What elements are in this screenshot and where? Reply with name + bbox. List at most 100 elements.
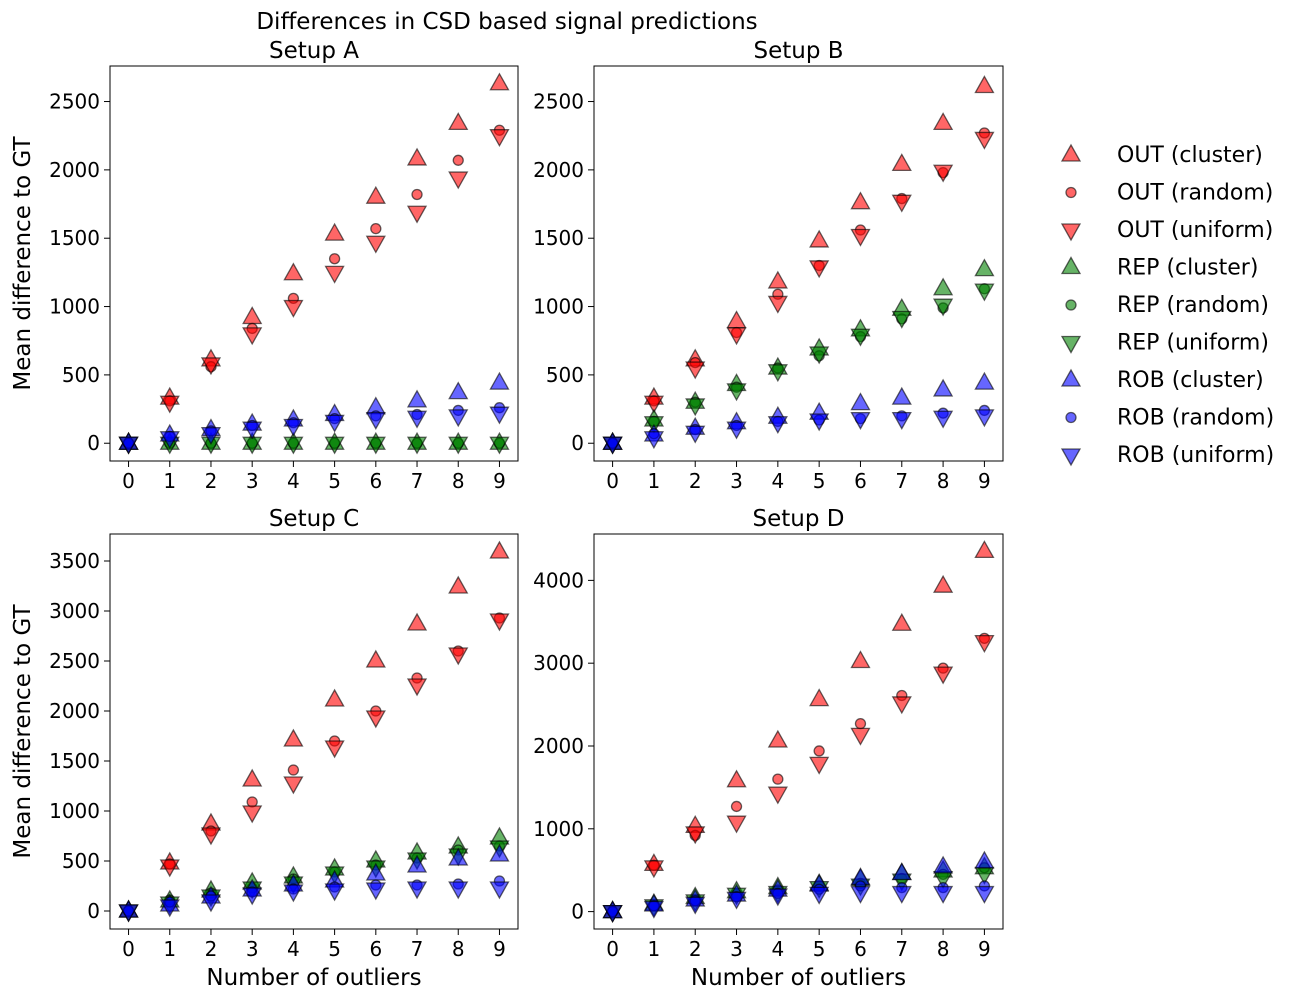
- data-point-rob-cluster: [891, 862, 912, 881]
- data-point-rob-cluster: [448, 381, 469, 400]
- data-point-rob-uniform: [406, 881, 428, 900]
- data-point-out-uniform: [283, 776, 304, 795]
- x-tick-label: 6: [369, 469, 382, 493]
- data-point-rob-uniform: [685, 425, 706, 444]
- data-point-out-cluster: [809, 229, 830, 248]
- x-tick-label: 5: [328, 469, 341, 493]
- data-point-rep-uniform: [489, 436, 510, 455]
- data-point-rob-uniform: [932, 885, 954, 904]
- data-point-rob-cluster: [974, 850, 995, 869]
- x-tick-label: 8: [937, 937, 950, 961]
- legend-marker: [1065, 299, 1077, 311]
- y-tick-label: 3000: [49, 599, 100, 623]
- data-point-out-random: [813, 745, 825, 757]
- data-point-rep-uniform: [767, 364, 788, 383]
- y-tick-label: 1500: [49, 749, 100, 773]
- x-tick-label: 2: [205, 469, 218, 493]
- data-point-rob-uniform: [365, 411, 386, 430]
- data-point-out-uniform: [891, 696, 912, 715]
- data-point-rob-uniform: [489, 406, 510, 425]
- x-tick-label: 2: [689, 469, 702, 493]
- data-point-out-uniform: [891, 194, 912, 213]
- legend-marker: [1060, 256, 1082, 275]
- legend-marker: [1065, 411, 1077, 424]
- data-point-rob-uniform: [891, 411, 912, 430]
- data-point-rob-uniform: [767, 416, 788, 435]
- data-point-out-cluster: [767, 729, 788, 748]
- x-tick-label: 2: [205, 937, 218, 961]
- data-point-rob-uniform: [324, 883, 345, 902]
- data-point-rob-uniform: [932, 410, 954, 429]
- data-point-rob-cluster: [489, 371, 510, 390]
- data-point-out-random: [411, 188, 423, 201]
- legend-item-rep-uniform: REP (uniform): [1060, 331, 1269, 356]
- data-point-out-cluster: [448, 112, 469, 131]
- data-point-rep-uniform: [324, 436, 345, 455]
- y-tick-label: 0: [571, 431, 584, 455]
- x-tick-label: 0: [606, 937, 619, 961]
- x-tick-label: 5: [813, 937, 826, 961]
- data-point-out-uniform: [324, 265, 345, 284]
- plot-area-frame: [593, 65, 1004, 462]
- data-point-rep-uniform: [809, 346, 830, 365]
- x-tick-label: 1: [163, 469, 176, 493]
- x-tick-label: 1: [648, 937, 661, 961]
- legend-marker: [1060, 143, 1082, 162]
- legend-item-rep-cluster: REP (cluster): [1060, 256, 1258, 281]
- data-point-rob-uniform: [850, 411, 871, 430]
- data-point-rob-uniform: [118, 904, 139, 923]
- data-point-rob-uniform: [643, 431, 665, 450]
- data-point-rob-uniform: [602, 904, 623, 923]
- x-tick-label: 6: [854, 469, 867, 493]
- data-point-out-uniform: [726, 327, 747, 346]
- plot-area-frame: [593, 533, 1004, 930]
- legend-marker: [1065, 186, 1077, 199]
- x-tick-label: 4: [287, 937, 300, 961]
- subplots: Setup A0 1 2 3 4 5 6 7 8 905001000150020002500Mea…: [10, 38, 1004, 991]
- data-point-rob-uniform: [159, 431, 180, 450]
- data-point-out-cluster: [850, 650, 871, 669]
- data-points: [118, 540, 510, 923]
- x-tick-label: 0: [122, 937, 135, 961]
- legend-item-rob-uniform: ROB (uniform): [1060, 443, 1274, 468]
- legend-label: ROB (cluster): [1117, 368, 1264, 393]
- y-tick-label: 1000: [533, 295, 584, 319]
- data-point-out-uniform: [489, 129, 510, 148]
- x-tick-label: 8: [452, 937, 465, 961]
- data-point-out-random: [370, 222, 382, 235]
- data-point-out-cluster: [489, 540, 510, 559]
- data-point-rep-uniform: [974, 283, 995, 302]
- data-point-out-cluster: [283, 728, 304, 747]
- data-point-rob-cluster: [932, 855, 954, 874]
- legend-label: OUT (uniform): [1117, 218, 1273, 243]
- y-tick-label: 2000: [49, 699, 100, 723]
- data-point-rob-uniform: [726, 421, 747, 440]
- data-point-out-uniform: [159, 859, 180, 878]
- legend-label: OUT (random): [1117, 181, 1273, 206]
- data-point-rep-uniform: [932, 298, 954, 317]
- data-points: [602, 540, 995, 923]
- figure-suptitle: Differences in CSD based signal predicti…: [256, 9, 757, 35]
- x-tick-label: 9: [493, 937, 506, 961]
- y-tick-label: 2000: [533, 158, 584, 182]
- data-point-rep-uniform: [406, 436, 428, 455]
- x-tick-label: 3: [246, 469, 259, 493]
- data-point-out-uniform: [685, 826, 706, 845]
- data-point-out-cluster: [489, 72, 510, 91]
- legend-label: REP (cluster): [1117, 256, 1258, 281]
- subplot-title: Setup D: [753, 506, 845, 532]
- x-tick-label: 1: [648, 469, 661, 493]
- data-point-out-random: [730, 800, 743, 813]
- x-tick-label: 9: [978, 937, 991, 961]
- y-tick-label: 500: [546, 363, 584, 387]
- data-point-rob-uniform: [283, 418, 304, 437]
- data-point-rep-uniform: [283, 436, 304, 455]
- legend-label: ROB (random): [1117, 406, 1274, 431]
- x-tick-label: 4: [771, 469, 784, 493]
- data-point-rob-uniform: [602, 436, 623, 455]
- legend-marker: [1060, 223, 1082, 242]
- data-point-out-cluster: [448, 575, 469, 594]
- data-point-out-uniform: [809, 756, 830, 775]
- data-point-out-random: [772, 773, 784, 785]
- x-axis-label: Number of outliers: [691, 965, 906, 991]
